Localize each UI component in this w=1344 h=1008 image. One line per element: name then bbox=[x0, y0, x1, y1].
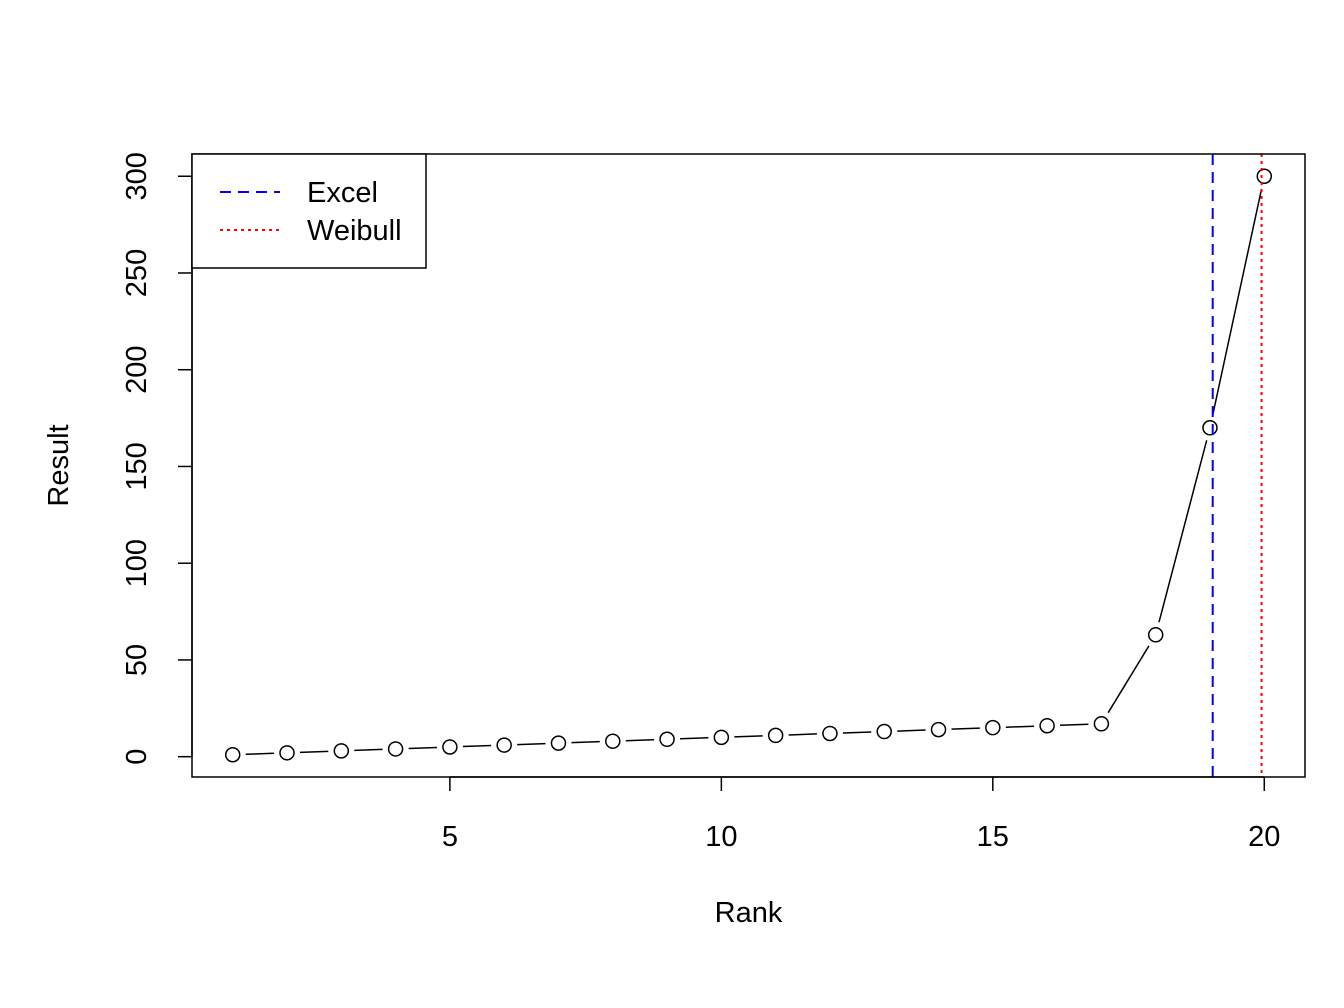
data-point bbox=[1039, 717, 1055, 734]
data-point bbox=[985, 719, 1001, 736]
y-tick-label: 100 bbox=[121, 539, 153, 587]
data-point bbox=[333, 743, 350, 759]
legend-label-weibull: Weibull bbox=[307, 215, 402, 247]
series-segment bbox=[1211, 188, 1263, 416]
x-tick-label: 5 bbox=[442, 821, 458, 853]
series-segment bbox=[788, 733, 817, 736]
y-tick-label: 200 bbox=[121, 346, 153, 394]
series-segment bbox=[354, 748, 383, 752]
y-tick-label: 50 bbox=[121, 644, 153, 676]
legend-label-excel: Excel bbox=[307, 177, 378, 209]
y-axis-title: Result bbox=[43, 424, 75, 506]
series-segment bbox=[1005, 725, 1035, 728]
series-segment bbox=[897, 729, 926, 732]
series-segment bbox=[842, 731, 872, 734]
data-point bbox=[1256, 168, 1273, 184]
series-segment bbox=[680, 737, 709, 740]
x-tick-label: 20 bbox=[1248, 821, 1280, 853]
data-point bbox=[713, 729, 730, 746]
series-segment bbox=[1060, 723, 1089, 727]
data-point bbox=[496, 737, 512, 753]
series-segment bbox=[462, 744, 492, 748]
series-segment bbox=[245, 752, 275, 756]
data-point bbox=[605, 733, 621, 749]
data-point bbox=[550, 735, 567, 751]
series-segment bbox=[299, 750, 329, 754]
data-point bbox=[1147, 627, 1164, 643]
series-segment bbox=[625, 738, 655, 742]
y-tick-label: 300 bbox=[121, 152, 153, 200]
y-tick-label: 0 bbox=[121, 749, 153, 765]
y-tick-label: 150 bbox=[121, 442, 153, 490]
data-point bbox=[659, 731, 675, 748]
data-point bbox=[876, 723, 892, 740]
series-segment bbox=[571, 740, 600, 744]
data-point bbox=[224, 747, 241, 763]
data-point bbox=[1093, 716, 1110, 732]
data-point bbox=[930, 721, 947, 738]
data-point bbox=[1202, 420, 1218, 436]
legend-box bbox=[191, 153, 427, 269]
plot-area bbox=[224, 154, 1273, 777]
data-point bbox=[822, 725, 838, 742]
x-tick-label: 15 bbox=[977, 821, 1009, 853]
x-axis-title: Rank bbox=[715, 897, 783, 929]
series-segment bbox=[734, 735, 763, 738]
series-segment bbox=[517, 742, 546, 746]
series-segment bbox=[1107, 645, 1150, 714]
data-point bbox=[767, 727, 784, 744]
series-segment bbox=[1158, 440, 1208, 623]
legend: Excel Weibull bbox=[191, 153, 427, 269]
data-point bbox=[279, 745, 295, 761]
data-point bbox=[387, 741, 404, 757]
series-segment bbox=[951, 727, 980, 730]
data-point bbox=[442, 739, 458, 755]
x-tick-label: 10 bbox=[705, 821, 737, 853]
y-tick-label: 250 bbox=[121, 249, 153, 297]
series-segment bbox=[408, 746, 437, 750]
